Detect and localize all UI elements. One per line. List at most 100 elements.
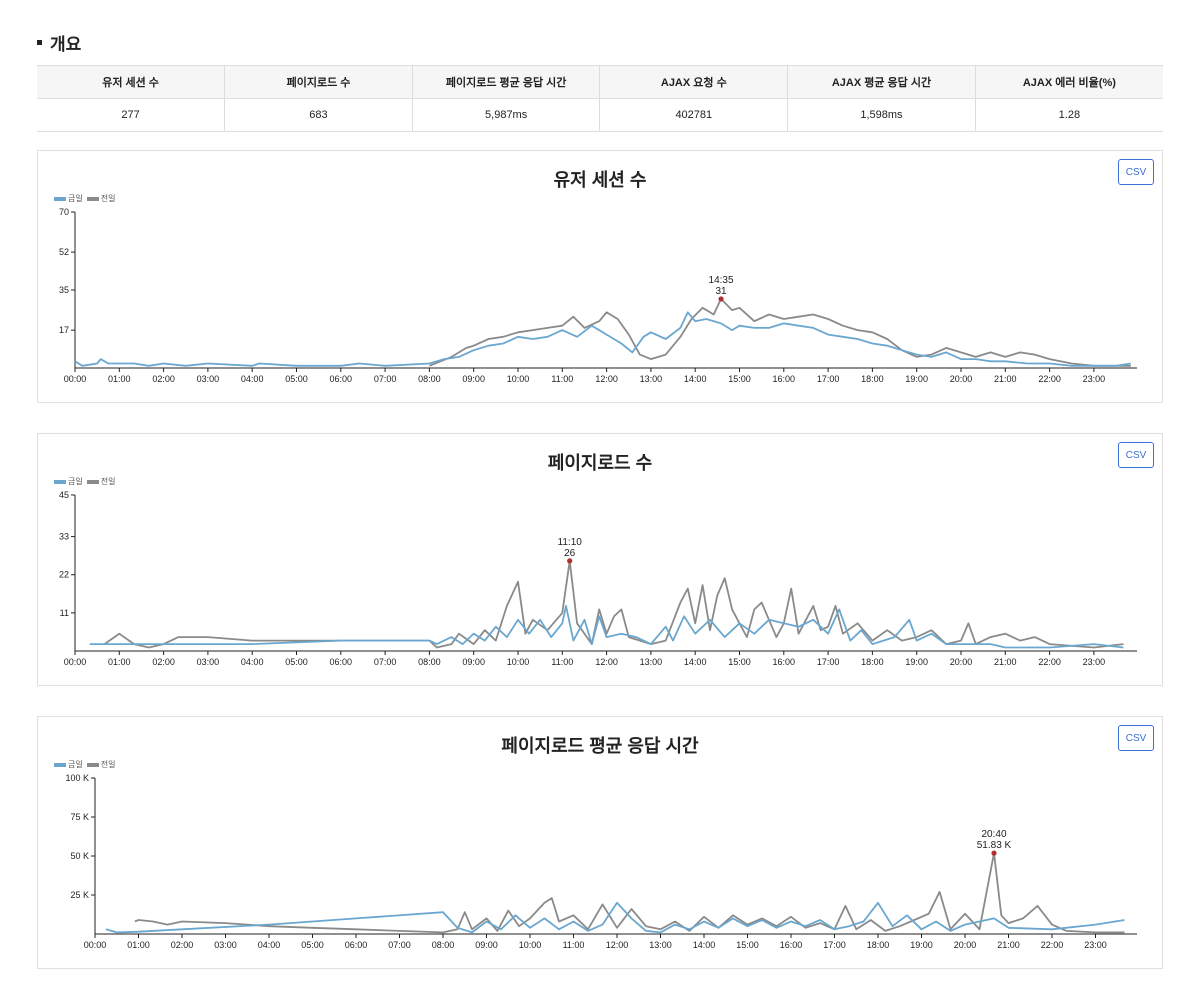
- x-tick-label: 19:00: [905, 374, 928, 384]
- series-line-today: [75, 312, 1131, 366]
- series-line-today: [106, 903, 1125, 933]
- x-tick-label: 11:00: [563, 940, 585, 950]
- x-tick-label: 08:00: [418, 374, 441, 384]
- chart-panel-pageload-response-time: 페이지로드 평균 응답 시간 CSV 금일 전일 25 K 50 K 75 K 100…: [37, 716, 1163, 969]
- x-tick-label: 04:00: [258, 940, 281, 950]
- x-tick-label: 12:00: [595, 657, 618, 667]
- summary-header-cell: AJAX 요청 수: [600, 66, 788, 99]
- x-tick-label: 22:00: [1038, 657, 1061, 667]
- y-tick-label: 75 K: [70, 812, 89, 822]
- x-tick-label: 06:00: [345, 940, 368, 950]
- x-tick-label: 21:00: [997, 940, 1020, 950]
- x-tick-label: 20:00: [954, 940, 977, 950]
- x-tick-label: 09:00: [462, 657, 485, 667]
- y-tick-label: 17: [59, 325, 69, 335]
- x-tick-label: 11:00: [551, 374, 573, 384]
- x-tick-label: 02:00: [152, 374, 175, 384]
- x-tick-label: 19:00: [905, 657, 928, 667]
- summary-value-cell: 402781: [600, 99, 788, 132]
- x-tick-label: 10:00: [507, 657, 530, 667]
- summary-header-cell: AJAX 평균 응답 시간: [788, 66, 976, 99]
- y-tick-label: 33: [59, 532, 69, 542]
- y-tick-label: 52: [59, 247, 69, 257]
- x-tick-label: 06:00: [330, 374, 353, 384]
- x-tick-label: 09:00: [475, 940, 498, 950]
- x-tick-label: 12:00: [595, 374, 618, 384]
- x-tick-label: 18:00: [861, 374, 884, 384]
- peak-value-label: 26: [564, 548, 576, 559]
- x-tick-label: 13:00: [649, 940, 672, 950]
- x-tick-label: 00:00: [64, 374, 87, 384]
- x-tick-label: 10:00: [507, 374, 530, 384]
- summary-value-cell: 277: [37, 99, 225, 132]
- summary-value-cell: 1.28: [975, 99, 1163, 132]
- x-tick-label: 18:00: [861, 657, 884, 667]
- summary-header-cell: 유저 세션 수: [37, 66, 225, 99]
- summary-value-row: 277 683 5,987ms 402781 1,598ms 1.28: [37, 99, 1163, 132]
- x-tick-label: 22:00: [1038, 374, 1061, 384]
- x-tick-label: 04:00: [241, 657, 264, 667]
- series-line-yesterday: [135, 853, 1125, 932]
- x-tick-label: 08:00: [432, 940, 455, 950]
- x-tick-label: 06:00: [330, 657, 353, 667]
- line-chart: 25 K50 K75 K100 K00:00 01:00 02:00 03:00 04:…: [38, 717, 1162, 968]
- x-tick-label: 16:00: [780, 940, 803, 950]
- chart-panel-pageloads: 페이지로드 수 CSV 금일 전일 11 22 33 45 00:00 01:00 02:0…: [37, 433, 1163, 686]
- y-tick-label: 70: [59, 207, 69, 217]
- square-bullet-icon: [37, 40, 42, 45]
- x-tick-label: 23:00: [1083, 657, 1106, 667]
- y-tick-label: 100 K: [65, 773, 89, 783]
- x-tick-label: 13:00: [640, 374, 663, 384]
- x-tick-label: 04:00: [241, 374, 264, 384]
- x-tick-label: 03:00: [197, 657, 220, 667]
- x-tick-label: 07:00: [374, 374, 397, 384]
- y-tick-label: 22: [59, 570, 69, 580]
- section-title: 개요: [37, 30, 81, 55]
- peak-time-label: 20:40: [981, 829, 1006, 840]
- x-tick-label: 01:00: [108, 374, 131, 384]
- x-tick-label: 07:00: [388, 940, 411, 950]
- x-tick-label: 09:00: [462, 374, 485, 384]
- summary-value-cell: 1,598ms: [788, 99, 976, 132]
- peak-point: [718, 296, 723, 301]
- summary-header-cell: AJAX 에러 비율(%): [975, 66, 1163, 99]
- x-tick-label: 01:00: [108, 657, 131, 667]
- y-tick-label: 35: [59, 285, 69, 295]
- summary-header-cell: 페이지로드 평균 응답 시간: [412, 66, 600, 99]
- x-tick-label: 15:00: [728, 657, 751, 667]
- peak-value-label: 51.83 K: [977, 840, 1012, 851]
- x-tick-label: 05:00: [301, 940, 324, 950]
- x-tick-label: 07:00: [374, 657, 397, 667]
- x-tick-label: 23:00: [1083, 374, 1106, 384]
- x-tick-label: 21:00: [994, 374, 1017, 384]
- x-tick-label: 00:00: [64, 657, 87, 667]
- x-tick-label: 02:00: [171, 940, 194, 950]
- x-tick-label: 08:00: [418, 657, 441, 667]
- summary-header-cell: 페이지로드 수: [225, 66, 413, 99]
- x-tick-label: 23:00: [1084, 940, 1107, 950]
- y-tick-label: 50 K: [70, 851, 89, 861]
- line-chart: 1735527000:00 01:00 02:00 03:00 04:00 05:00 06…: [38, 151, 1162, 402]
- x-tick-label: 15:00: [736, 940, 759, 950]
- y-tick-label: 45: [59, 490, 69, 500]
- x-tick-label: 22:00: [1041, 940, 1064, 950]
- x-tick-label: 02:00: [152, 657, 175, 667]
- x-tick-label: 21:00: [994, 657, 1017, 667]
- x-tick-label: 05:00: [285, 374, 308, 384]
- x-tick-label: 19:00: [910, 940, 933, 950]
- x-tick-label: 10:00: [519, 940, 542, 950]
- peak-point: [567, 558, 572, 563]
- x-tick-label: 17:00: [823, 940, 846, 950]
- summary-value-cell: 683: [225, 99, 413, 132]
- peak-time-label: 11:10: [558, 537, 583, 548]
- x-tick-label: 13:00: [640, 657, 663, 667]
- peak-value-label: 31: [715, 286, 727, 297]
- x-tick-label: 15:00: [728, 374, 751, 384]
- series-line-yesterday: [429, 299, 1130, 366]
- x-tick-label: 11:00: [551, 657, 573, 667]
- line-chart: 1122334500:00 01:00 02:00 03:00 04:00 05:00 06…: [38, 434, 1162, 685]
- x-tick-label: 16:00: [773, 374, 796, 384]
- section-title-text: 개요: [50, 30, 81, 55]
- y-tick-label: 11: [60, 608, 69, 618]
- x-tick-label: 00:00: [84, 940, 107, 950]
